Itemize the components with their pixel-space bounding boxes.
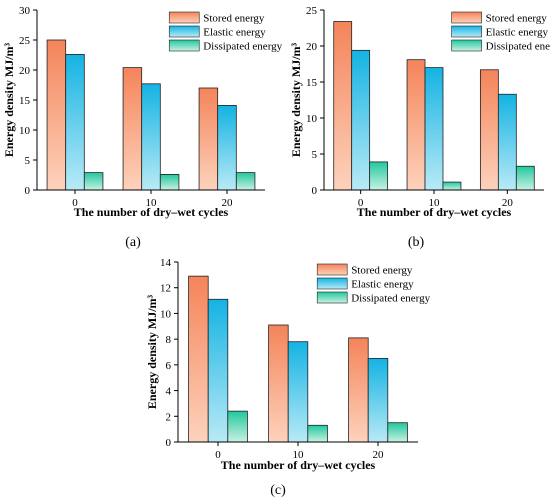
chart-b-bar-elastic-energy-10 <box>424 67 444 191</box>
chart-c-panel-label: (c) <box>270 483 286 498</box>
chart-b-y-tick-label: 20 <box>306 41 318 53</box>
chart-a-panel-label: (a) <box>125 235 141 250</box>
chart-c-legend-label-stored-energy: Stored energy <box>351 265 413 277</box>
chart-b-x-tick-label: 10 <box>429 197 441 209</box>
chart-c-bar-dissipated-energy-0 <box>227 410 248 443</box>
chart-b-x-tick-label: 0 <box>358 197 364 209</box>
chart-c-y-tick-label: 2 <box>166 411 172 423</box>
chart-a-legend-label-elastic-energy: Elastic energy <box>203 27 266 39</box>
chart-b-bar-stored-energy-20 <box>479 69 499 191</box>
chart-c-y-tick-label: 14 <box>160 257 172 269</box>
chart-a-y-tick-label: 20 <box>19 65 31 77</box>
chart-a-legend-swatch-stored-energy <box>168 11 200 24</box>
chart-a-legend-swatch-dissipated-energy <box>168 39 200 52</box>
chart-c-bar-dissipated-energy-10 <box>307 424 328 443</box>
chart-c-x-tick-label: 20 <box>373 449 385 461</box>
chart-b-y-tick-label: 15 <box>306 77 318 89</box>
chart-c-y-tick-label: 4 <box>166 386 172 398</box>
chart-c-bar-elastic-energy-20 <box>367 358 389 443</box>
chart-c-legend-label-elastic-energy: Elastic energy <box>351 279 414 291</box>
chart-b-legend-label-stored-energy: Stored energy <box>486 13 548 25</box>
chart-b-bar-dissipated-energy-20 <box>515 165 535 191</box>
chart-b-bar-dissipated-energy-0 <box>369 161 389 191</box>
chart-b-legend-label-dissipated-energy: Dissipated energy <box>486 41 550 53</box>
chart-b-bar-elastic-energy-20 <box>497 93 517 191</box>
chart-a-bar-stored-energy-0 <box>46 39 67 191</box>
chart-c-legend-swatch-dissipated-energy <box>316 291 348 304</box>
chart-b-bar-dissipated-energy-10 <box>442 181 462 191</box>
chart-b-legend-swatch-dissipated-energy <box>451 39 482 52</box>
chart-b-y-tick-label: 0 <box>312 185 318 197</box>
chart-a-x-tick-label: 20 <box>222 197 234 209</box>
chart-a-x-axis-label: The number of dry–wet cycles <box>74 205 229 219</box>
chart-a-legend-swatch-elastic-energy <box>168 25 200 38</box>
chart-b-bar-elastic-energy-0 <box>351 49 371 191</box>
chart-a-y-tick-label: 0 <box>25 185 31 197</box>
chart-c-y-axis-label: Energy density MJ/m³ <box>145 294 159 409</box>
chart-a-bar-stored-energy-10 <box>122 67 143 191</box>
chart-c-x-tick-label: 0 <box>215 449 221 461</box>
chart-b-x-axis-label: The number of dry–wet cycles <box>357 205 512 219</box>
chart-a-x-tick-label: 10 <box>146 197 158 209</box>
chart-b-y-tick-label: 5 <box>312 149 318 161</box>
chart-a-bar-dissipated-energy-20 <box>235 172 256 191</box>
chart-a-bar-elastic-energy-10 <box>141 83 161 191</box>
chart-c-bar-elastic-energy-0 <box>207 298 229 443</box>
chart-c-y-tick-label: 8 <box>166 334 172 346</box>
chart-b-y-tick-label: 10 <box>306 113 318 125</box>
chart-a-y-tick-label: 5 <box>25 155 31 167</box>
chart-c-legend-label-dissipated-energy: Dissipated energy <box>351 293 430 305</box>
chart-b-x-tick-label: 20 <box>502 197 514 209</box>
chart-c-y-tick-label: 12 <box>160 283 171 295</box>
chart-a-bar-stored-energy-20 <box>198 87 219 191</box>
chart-c-x-tick-label: 10 <box>293 449 305 461</box>
chart-c-legend-swatch-stored-energy <box>316 263 348 276</box>
chart-a-bar-elastic-energy-0 <box>65 54 85 191</box>
chart-c-x-axis-label: The number of dry–wet cycles <box>221 458 376 472</box>
chart-a-y-tick-label: 15 <box>19 95 31 107</box>
chart-a-legend-label-stored-energy: Stored energy <box>203 13 265 25</box>
chart-a-legend-label-dissipated-energy: Dissipated energy <box>203 41 282 53</box>
chart-c-bar-stored-energy-20 <box>348 337 369 443</box>
chart-c-y-tick-label: 6 <box>166 360 172 372</box>
chart-b-legend-label-elastic-energy: Elastic energy <box>486 27 549 39</box>
chart-c-y-tick-label: 10 <box>160 308 172 320</box>
chart-a-y-axis-label: Energy density MJ/m³ <box>2 42 16 157</box>
chart-a-x-tick-label: 0 <box>72 197 78 209</box>
chart-b-bar-stored-energy-10 <box>406 59 426 191</box>
chart-b-legend-swatch-stored-energy <box>451 11 482 24</box>
chart-b-legend-swatch-elastic-energy <box>451 25 482 38</box>
chart-b-bar-stored-energy-0 <box>333 21 353 191</box>
chart-a-y-tick-label: 10 <box>19 125 31 137</box>
chart-c-legend-swatch-elastic-energy <box>316 277 348 290</box>
chart-b-y-axis-label: Energy density MJ/m³ <box>289 42 303 157</box>
chart-c-bar-dissipated-energy-20 <box>387 422 408 443</box>
chart-a-bar-dissipated-energy-0 <box>83 172 104 191</box>
chart-b-panel-label: (b) <box>408 235 425 250</box>
chart-a-y-tick-label: 30 <box>19 5 31 17</box>
chart-a-bar-elastic-energy-20 <box>217 105 237 191</box>
chart-a-bar-dissipated-energy-10 <box>159 173 180 191</box>
chart-a-y-tick-label: 25 <box>19 35 31 47</box>
chart-c-y-tick-label: 0 <box>166 437 172 449</box>
chart-b-y-tick-label: 25 <box>306 5 318 17</box>
chart-c-bar-stored-energy-0 <box>188 275 209 443</box>
chart-c-bar-elastic-energy-10 <box>287 341 309 443</box>
chart-c-bar-stored-energy-10 <box>268 324 289 443</box>
